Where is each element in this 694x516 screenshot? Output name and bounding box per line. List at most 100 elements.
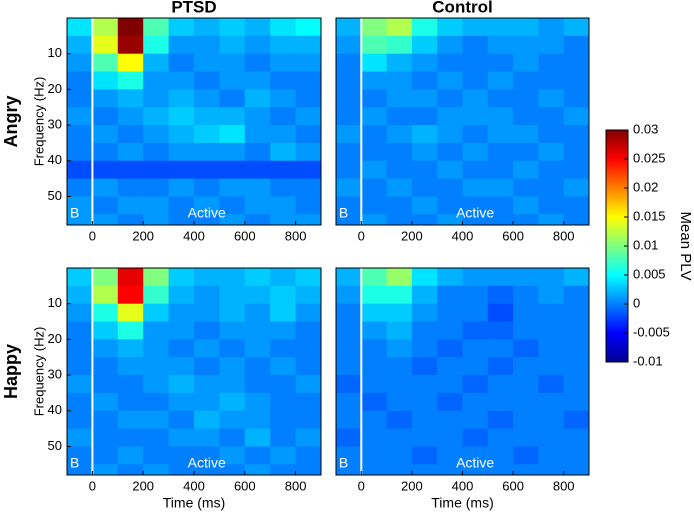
cell [67,214,93,225]
cell [563,125,589,144]
cell [92,339,119,358]
cell [411,303,438,323]
cell [295,178,321,197]
cell [194,321,220,340]
cell [143,18,170,37]
cell [361,178,388,197]
cell [538,410,565,430]
cell [92,18,119,37]
cell [295,285,321,305]
y-axis-label: Frequency (Hz) [31,77,46,167]
cell [386,410,413,430]
cell [117,464,144,475]
cell [361,285,388,305]
cell [538,35,565,55]
cell [513,214,539,225]
cell [361,375,388,394]
cell [361,196,388,215]
cell [244,357,271,376]
cell [295,268,321,287]
cell [194,35,220,55]
cell [117,339,144,358]
cell [194,375,220,394]
cell [386,71,413,90]
cell [462,268,489,287]
cell [92,107,119,126]
cell [411,339,438,358]
cell [437,375,463,394]
cell [219,196,246,215]
cell [194,214,220,225]
cell [563,142,589,162]
cell [143,125,170,144]
cell [538,321,565,340]
cell [117,89,144,108]
cell [117,410,144,430]
cell [92,53,119,73]
cell [411,178,438,197]
cell [295,464,321,475]
cell [538,464,565,475]
cell [437,89,463,108]
cell [67,410,93,430]
annotation-active: Active [188,455,226,471]
cell [361,303,388,323]
cell [563,160,589,180]
cell [336,89,362,108]
cell [487,71,514,90]
cell [143,357,170,376]
cell [194,392,220,412]
cell [92,321,119,340]
panel-title: Control [432,0,492,16]
cell [336,142,362,162]
cell [538,178,565,197]
cell [336,268,362,287]
cell [563,428,589,447]
cell [270,35,297,55]
cell [462,303,489,323]
cell [437,18,463,37]
y-tick-label: 30 [48,367,62,382]
cell [244,339,271,358]
cell [270,321,297,340]
cell [270,160,297,180]
cell [67,125,93,144]
cell [487,214,514,225]
cell [386,392,413,412]
cell [437,196,463,215]
cell [361,357,388,376]
cell [117,107,144,126]
x-tick-label: 0 [358,228,365,243]
cell [194,196,220,215]
cell [270,178,297,197]
cell [219,303,246,323]
cell [219,410,246,430]
cell [295,89,321,108]
cell [270,428,297,447]
cell [244,375,271,394]
row-label: Happy [1,344,21,399]
cell [92,178,119,197]
cell [244,303,271,323]
cell [194,142,220,162]
cell [295,303,321,323]
colorbar-tick-label: 0.015 [633,208,666,223]
cell [513,464,539,475]
cell [117,178,144,197]
cell [244,142,271,162]
x-tick-label: 600 [502,228,524,243]
cell [143,285,170,305]
cell [143,196,170,215]
cell [270,71,297,90]
cell [168,89,195,108]
cell [361,464,388,475]
cell [563,392,589,412]
cell [361,53,388,73]
cell [117,446,144,465]
cell [462,196,489,215]
cell [437,410,463,430]
x-tick-label: 600 [502,478,524,493]
cell [168,214,195,225]
cell [538,214,565,225]
cell [143,303,170,323]
